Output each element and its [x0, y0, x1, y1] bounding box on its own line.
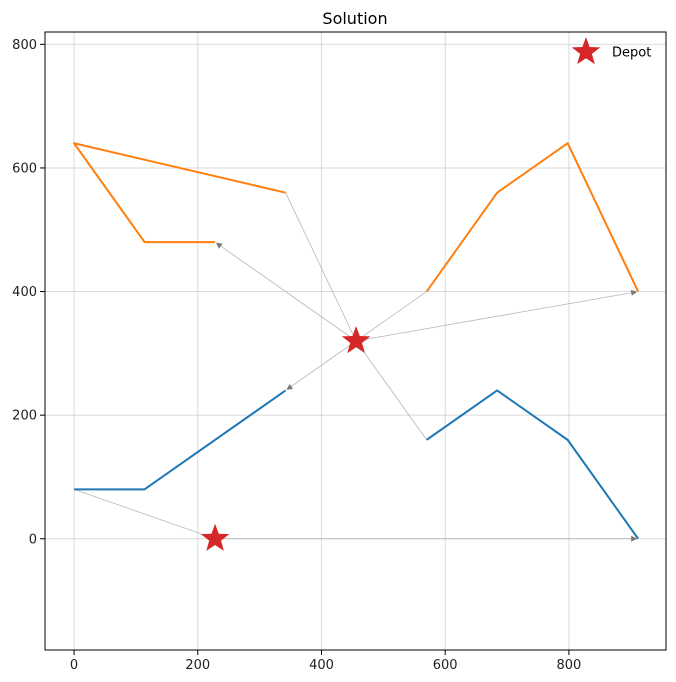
connector-arrowhead	[286, 383, 294, 390]
connector-line	[290, 340, 357, 388]
legend-label: Depot	[612, 46, 651, 61]
x-tick-label: 400	[309, 658, 334, 673]
connector-lines	[73, 192, 638, 542]
route-line	[73, 142, 286, 244]
x-tick-label: 200	[185, 658, 210, 673]
connector-arrowhead	[215, 242, 223, 249]
x-tick-label: 0	[70, 658, 78, 673]
depot-markers	[200, 326, 371, 551]
connector-arrowhead	[630, 289, 638, 296]
y-tick-label: 400	[12, 285, 37, 300]
connector-arrowhead	[631, 535, 638, 542]
plot-frame	[44, 31, 667, 651]
legend: Depot	[571, 37, 651, 65]
y-tick-label: 800	[12, 38, 37, 53]
route-line	[425, 142, 640, 293]
depot-star	[341, 326, 371, 354]
connector-line	[355, 291, 427, 342]
route-line	[74, 389, 287, 491]
route-series	[73, 142, 640, 540]
connector-line	[219, 245, 357, 342]
connector-line	[355, 340, 427, 441]
x-tick-label: 600	[433, 658, 458, 673]
legend-depot-star	[571, 37, 601, 65]
depot-star	[200, 523, 230, 551]
connector-line	[285, 192, 357, 342]
y-tick-label: 600	[12, 161, 37, 176]
connector-line	[356, 292, 633, 342]
x-tick-label: 800	[556, 658, 581, 673]
route-line	[426, 389, 639, 540]
y-tick-label: 0	[29, 532, 37, 547]
chart-title: Solution	[322, 9, 387, 28]
axis-ticks: 0 200 400 600 800 0 200 400 600 800	[12, 38, 581, 673]
connector-line	[73, 488, 216, 540]
y-tick-label: 200	[12, 409, 37, 424]
